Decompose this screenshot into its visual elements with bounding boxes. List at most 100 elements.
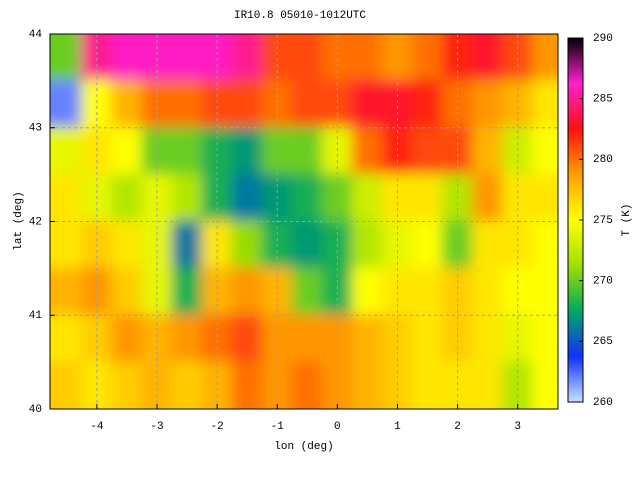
heat-cell	[291, 361, 323, 409]
heat-cell	[50, 220, 83, 270]
heat-cell	[472, 267, 504, 317]
heat-cell	[411, 173, 444, 223]
heat-cell	[231, 79, 263, 129]
x-tick-label: -2	[211, 421, 224, 433]
heat-cell	[231, 126, 263, 176]
heat-cell	[111, 34, 143, 82]
colorbar-label: T (K)	[621, 203, 633, 236]
heat-cell	[472, 361, 504, 409]
heat-cell	[351, 220, 384, 270]
heat-cell	[351, 267, 384, 317]
heat-cell	[291, 267, 323, 317]
heat-cell	[441, 79, 474, 129]
heat-cell	[472, 173, 504, 223]
heat-cell	[111, 126, 143, 176]
colorbar-tick-label: 290	[593, 33, 613, 45]
x-tick-label: -4	[90, 421, 104, 433]
heat-cell	[291, 220, 323, 270]
heat-cell	[381, 79, 414, 129]
colorbar-tick-label: 285	[593, 94, 613, 106]
x-tick-label: -1	[271, 421, 285, 433]
colorbar-tick-label: 260	[593, 397, 613, 409]
heat-cell	[171, 314, 203, 364]
heat-cell	[171, 34, 203, 82]
heat-cell	[411, 126, 444, 176]
heat-cell	[231, 220, 263, 270]
heat-cell	[291, 314, 323, 364]
heat-cell	[291, 126, 323, 176]
heat-cell	[441, 314, 474, 364]
colorbar-tick-label: 275	[593, 215, 613, 227]
heat-cell	[291, 34, 323, 82]
heat-cell	[321, 314, 353, 364]
heatmap-field	[50, 34, 558, 409]
heat-cell	[50, 314, 83, 364]
heat-cell	[111, 79, 143, 129]
y-tick-label: 42	[29, 216, 42, 228]
heat-cell	[111, 267, 143, 317]
heat-cell	[472, 220, 504, 270]
heat-cell	[50, 126, 83, 176]
heat-cell	[171, 220, 203, 270]
heat-cell	[351, 361, 384, 409]
heat-cell	[532, 34, 558, 82]
heat-cell	[201, 314, 233, 364]
y-tick-label: 41	[29, 310, 43, 322]
heat-cell	[472, 79, 504, 129]
y-tick-label: 43	[29, 123, 42, 135]
plot-frame	[49, 33, 559, 410]
heat-cell	[532, 126, 558, 176]
y-axis-label: lat (deg)	[13, 191, 25, 250]
heat-cell	[231, 361, 263, 409]
heat-cell	[351, 34, 384, 82]
heat-cell	[291, 173, 323, 223]
colorbar-tick-label: 265	[593, 336, 613, 348]
heat-cell	[141, 79, 173, 129]
y-tick-label: 40	[29, 404, 42, 416]
heat-cell	[231, 34, 263, 82]
heat-cell	[171, 361, 203, 409]
heat-cell	[351, 173, 384, 223]
heat-cell	[502, 79, 534, 129]
x-tick-label: 3	[514, 421, 521, 433]
heat-cell	[171, 267, 203, 317]
heat-cell	[411, 314, 444, 364]
heat-cell	[532, 220, 558, 270]
heat-cell	[111, 361, 143, 409]
heat-cell	[291, 79, 323, 129]
heat-cell	[351, 79, 384, 129]
heat-cell	[381, 314, 414, 364]
heat-cell	[50, 173, 83, 223]
heat-cell	[111, 314, 143, 364]
heat-cell	[411, 79, 444, 129]
heat-cell	[50, 267, 83, 317]
heat-cell	[411, 361, 444, 409]
heat-cell	[231, 314, 263, 364]
heat-cell	[261, 314, 293, 364]
heat-cell	[111, 220, 143, 270]
heat-cell	[532, 267, 558, 317]
heat-cell	[171, 126, 203, 176]
x-tick-label: -3	[150, 421, 163, 433]
heat-cell	[171, 79, 203, 129]
heat-cell	[411, 220, 444, 270]
x-axis-label: lon (deg)	[274, 441, 333, 453]
heat-cell	[351, 126, 384, 176]
heat-cell	[231, 173, 263, 223]
heat-cell	[171, 173, 203, 223]
heat-cell	[532, 361, 558, 409]
colorbar-tick-label: 280	[593, 154, 613, 166]
heat-cell	[231, 267, 263, 317]
x-tick-label: 1	[394, 421, 401, 433]
chart-title: IR10.8 05010-1012UTC	[234, 10, 366, 22]
heat-cell	[502, 314, 534, 364]
y-tick-label: 44	[29, 29, 43, 41]
heat-cell	[50, 361, 83, 409]
heat-cell	[81, 79, 113, 129]
heat-cell	[532, 79, 558, 129]
heat-cell	[321, 79, 353, 129]
colorbar-tick-label: 270	[593, 276, 613, 288]
heat-cell	[351, 314, 384, 364]
x-tick-label: 2	[454, 421, 461, 433]
